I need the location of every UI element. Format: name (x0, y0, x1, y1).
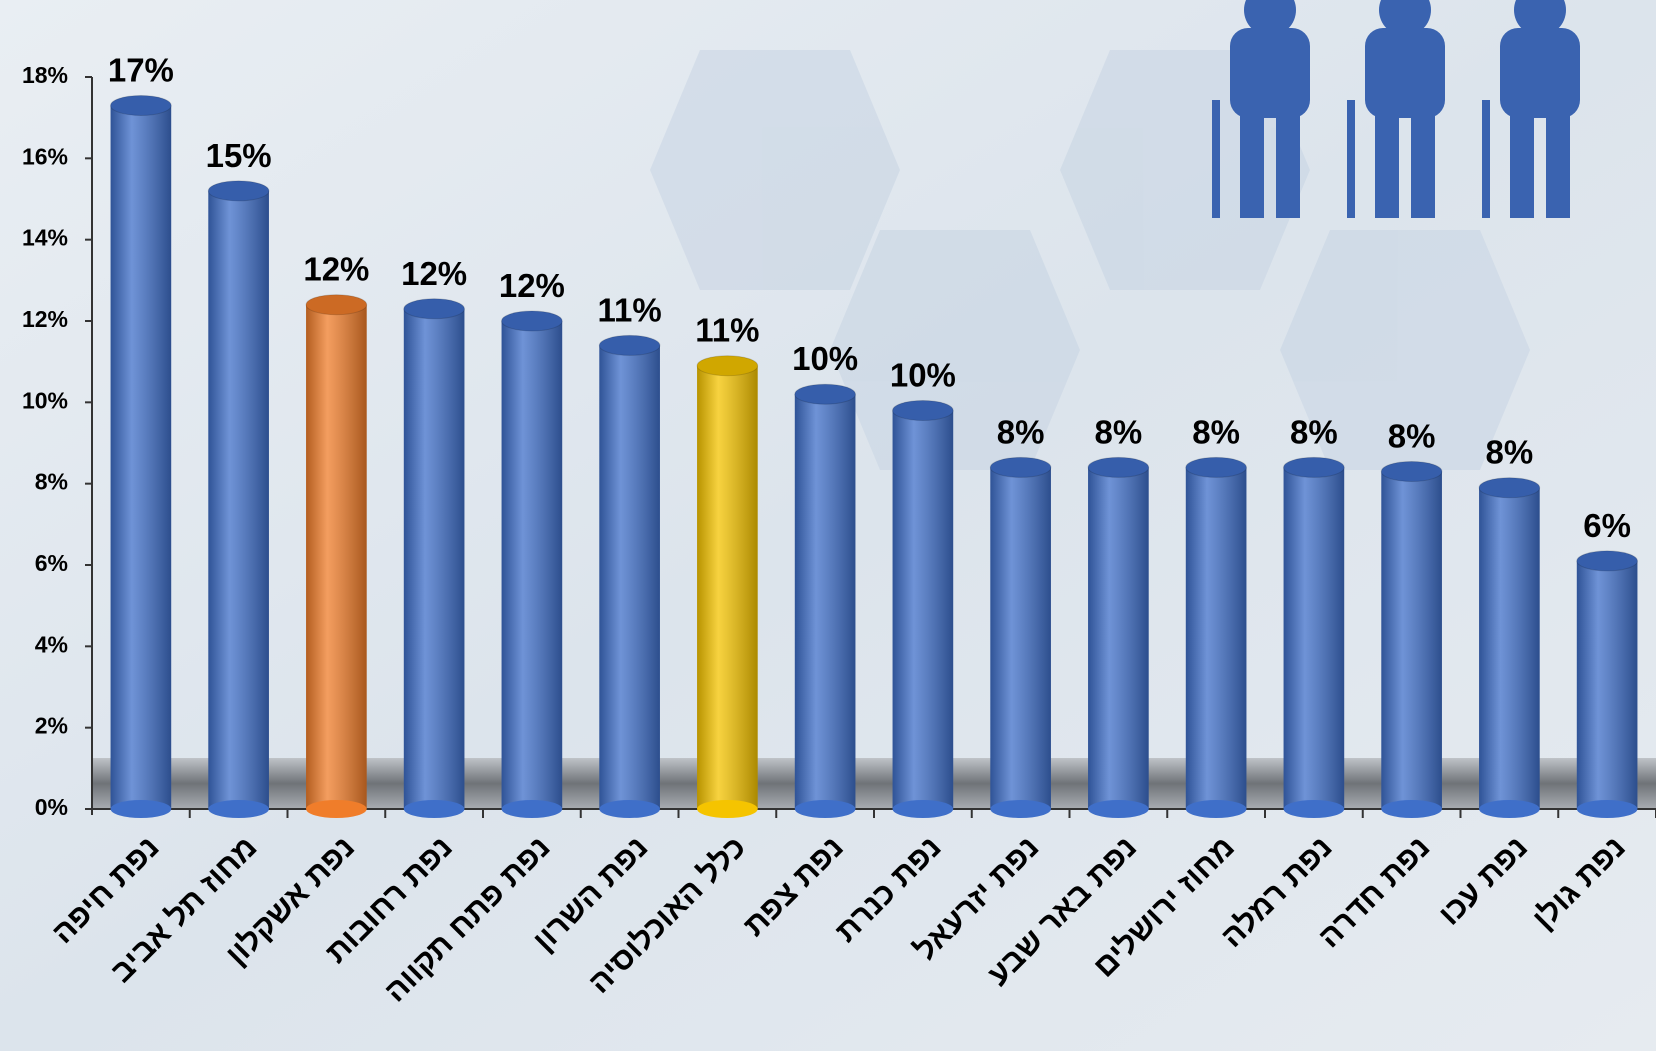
bar-top (989, 456, 1052, 478)
bar-top (110, 94, 172, 116)
data-label: 8% (1192, 413, 1240, 450)
bar-top (1380, 460, 1443, 482)
y-tick-label: 12% (22, 306, 68, 332)
data-label: 10% (792, 340, 858, 377)
data-label: 10% (890, 356, 956, 393)
bar-shade (1381, 471, 1442, 809)
bar-base (1576, 800, 1638, 818)
y-tick-label: 18% (22, 62, 68, 88)
y-tick-label: 10% (22, 387, 68, 413)
bar-shade (1576, 560, 1638, 809)
bar-top (501, 310, 563, 332)
bar-top (598, 334, 661, 356)
bar-top (794, 383, 856, 405)
bar-top (1087, 456, 1150, 478)
bar-shade (208, 190, 269, 809)
data-label: 11% (598, 291, 662, 328)
bar-base (306, 800, 367, 818)
bar-base (697, 800, 758, 818)
data-label: 8% (1388, 417, 1436, 454)
data-label: 15% (206, 137, 272, 174)
data-label: 8% (1095, 413, 1143, 450)
y-tick-label: 6% (35, 550, 68, 576)
data-label: 8% (1290, 413, 1338, 450)
data-label: 8% (997, 413, 1045, 450)
bar-top (1283, 456, 1345, 478)
data-label: 6% (1583, 507, 1631, 544)
bar-shade (697, 365, 758, 809)
bar-base (1381, 800, 1442, 818)
data-label: 8% (1486, 434, 1534, 471)
decor-people (1212, 0, 1580, 218)
bar-shade (1283, 467, 1345, 809)
bar-base (1283, 800, 1345, 818)
y-tick-label: 4% (35, 631, 68, 657)
bar-top (1185, 456, 1247, 478)
bar-base (1185, 800, 1247, 818)
bar-shade (403, 308, 465, 809)
bar-base (892, 800, 954, 818)
bar-base (403, 800, 465, 818)
bar-shade (501, 321, 563, 809)
bar-base (599, 800, 660, 818)
bar-shade (306, 304, 367, 809)
bar-shade (1088, 467, 1149, 809)
bar-top (892, 399, 954, 421)
bar-top (305, 294, 368, 316)
bar-shade (1185, 467, 1247, 809)
data-label: 12% (401, 255, 467, 292)
y-tick-label: 0% (35, 794, 68, 820)
y-tick-label: 8% (35, 469, 68, 495)
data-label: 17% (108, 51, 174, 88)
y-tick-label: 14% (22, 225, 68, 251)
y-tick-label: 16% (22, 143, 68, 169)
bar-top (403, 298, 465, 320)
data-label: 11% (695, 312, 759, 349)
bar-top (1576, 550, 1638, 572)
bar-base (1479, 800, 1540, 818)
bar-base (208, 800, 269, 818)
data-label: 12% (303, 251, 369, 288)
bar-base (501, 800, 563, 818)
bar-shade (110, 105, 172, 809)
bar-shade (990, 467, 1051, 809)
y-tick-label: 2% (35, 713, 68, 739)
bar-shade (892, 410, 954, 809)
data-label: 12% (499, 267, 565, 304)
bar-base (794, 800, 856, 818)
bar-top (207, 180, 270, 202)
bar-top (1478, 477, 1541, 499)
bar-top (696, 355, 759, 377)
bar-base (990, 800, 1051, 818)
bar-base (110, 800, 172, 818)
bar-base (1088, 800, 1149, 818)
bar-shade (1479, 487, 1540, 809)
bar-shade (794, 394, 856, 809)
bar-shade (599, 345, 660, 809)
